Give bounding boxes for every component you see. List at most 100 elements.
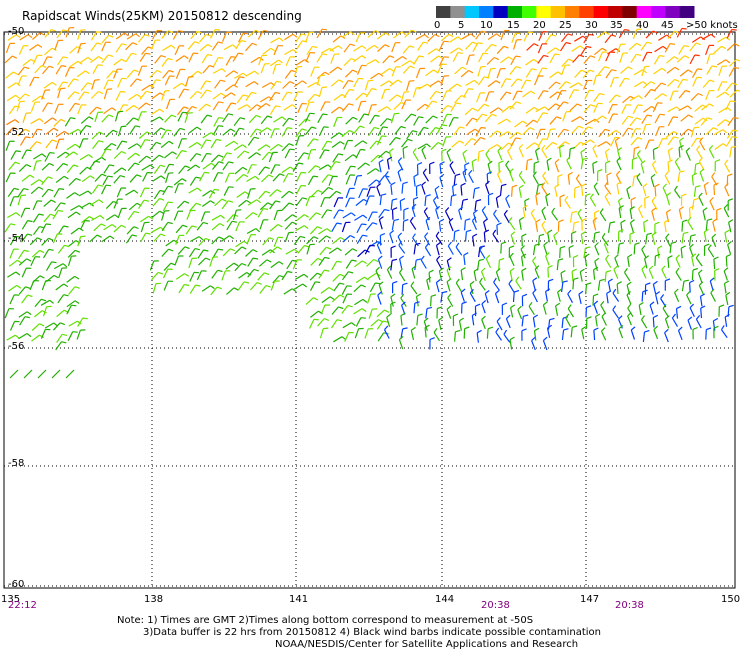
wind-barb — [268, 152, 274, 163]
wind-barb — [478, 247, 481, 258]
wind-barb — [480, 271, 486, 282]
wind-barb — [200, 139, 207, 149]
wind-barb — [370, 72, 380, 80]
wind-barb-flag — [699, 137, 704, 142]
note-line-2: 3)Data buffer is 22 hrs from 20150812 4)… — [143, 627, 601, 638]
wind-barb — [583, 34, 590, 44]
legend-color-bar — [436, 6, 695, 18]
wind-barb — [295, 185, 302, 195]
wind-barb-flag — [539, 233, 545, 237]
wind-barb — [68, 320, 78, 327]
wind-barb — [448, 83, 458, 91]
wind-barb-flag — [534, 327, 540, 332]
wind-barb — [692, 77, 698, 87]
wind-barb — [30, 256, 36, 266]
wind-barb-flag — [27, 294, 33, 298]
wind-barb-flag — [533, 142, 539, 146]
wind-barb-flag — [496, 268, 501, 273]
wind-barb — [247, 164, 253, 175]
wind-barb — [54, 104, 60, 114]
wind-barb-flag — [674, 288, 679, 293]
wind-barb-flag — [661, 82, 667, 86]
wind-barb — [402, 148, 405, 159]
wind-barb — [245, 42, 253, 52]
wind-barb-flag — [437, 142, 443, 146]
wind-barb — [246, 175, 256, 183]
wind-barb — [164, 151, 173, 159]
wind-barb — [728, 222, 732, 233]
wind-barb-flag — [221, 198, 227, 202]
wind-barb — [377, 332, 385, 342]
wind-barb-flag — [36, 141, 42, 144]
wind-barb — [317, 318, 325, 327]
wind-barb — [259, 285, 267, 294]
wind-barb — [522, 207, 526, 218]
wind-barb-flag — [372, 222, 378, 225]
wind-barb — [593, 304, 598, 314]
wind-barb-flag — [417, 162, 423, 166]
wind-barb — [417, 41, 424, 51]
wind-barb — [686, 294, 692, 305]
wind-barb — [440, 105, 448, 114]
wind-barb — [127, 211, 135, 221]
wind-barb-flag — [581, 231, 587, 235]
wind-barb — [68, 177, 77, 186]
wind-barb — [655, 294, 659, 305]
wind-barb — [42, 65, 50, 75]
wind-barb-flag — [206, 152, 212, 155]
wind-barb — [259, 96, 270, 103]
wind-barb-flag — [627, 127, 634, 130]
wind-barb-flag — [457, 36, 463, 41]
wind-barb — [345, 197, 351, 208]
wind-barb — [225, 84, 234, 92]
wind-barb-flag — [386, 106, 392, 111]
wind-barb-flag — [287, 91, 293, 94]
wind-barb — [173, 128, 181, 137]
wind-barb-flag — [362, 214, 368, 219]
wind-barb-flag — [612, 305, 617, 311]
wind-barb-flag — [557, 288, 562, 293]
wind-barb — [418, 83, 428, 90]
wind-barb-flag — [687, 105, 692, 110]
wind-barb-flag — [605, 141, 611, 146]
wind-barb-flag — [431, 294, 437, 297]
wind-barb — [29, 237, 38, 246]
wind-barb — [644, 258, 648, 269]
wind-barb-flag — [714, 268, 720, 272]
wind-barb-flag — [554, 47, 560, 52]
wind-barb-flag — [498, 160, 504, 164]
wind-barb-flag — [375, 266, 380, 272]
wind-barb-flag — [462, 168, 468, 173]
wind-barb-flag — [541, 206, 546, 212]
wind-barb-flag — [608, 278, 613, 283]
wind-barb — [496, 45, 505, 55]
wind-barb — [321, 296, 331, 304]
wind-barb — [697, 272, 703, 283]
wind-barb — [535, 195, 538, 206]
wind-barb-flag — [602, 115, 607, 120]
wind-barb-flag — [27, 34, 33, 39]
wind-barb — [175, 273, 185, 280]
wind-barb — [316, 53, 324, 63]
wind-barb-flag — [421, 181, 426, 186]
wind-barb-flag — [659, 113, 665, 116]
wind-barb — [653, 55, 661, 65]
wind-barb-flag — [620, 219, 626, 224]
wind-barb — [354, 298, 364, 306]
wind-barb-flag — [564, 195, 569, 201]
wind-barb-flag — [557, 174, 563, 177]
wind-barb — [424, 247, 432, 257]
wind-barb-flag — [590, 55, 596, 58]
wind-barb — [151, 226, 161, 233]
wind-barb-flag — [111, 224, 117, 228]
wind-barb-flag — [101, 156, 107, 161]
wind-barb — [633, 148, 635, 159]
wind-barb-flag — [457, 52, 463, 54]
wind-barb — [525, 68, 533, 78]
wind-barb — [493, 213, 500, 223]
wind-barb-flag — [228, 200, 234, 203]
wind-barb — [333, 282, 340, 292]
wind-barb — [662, 308, 669, 318]
wind-barb — [56, 163, 64, 172]
wind-barb — [17, 75, 23, 86]
